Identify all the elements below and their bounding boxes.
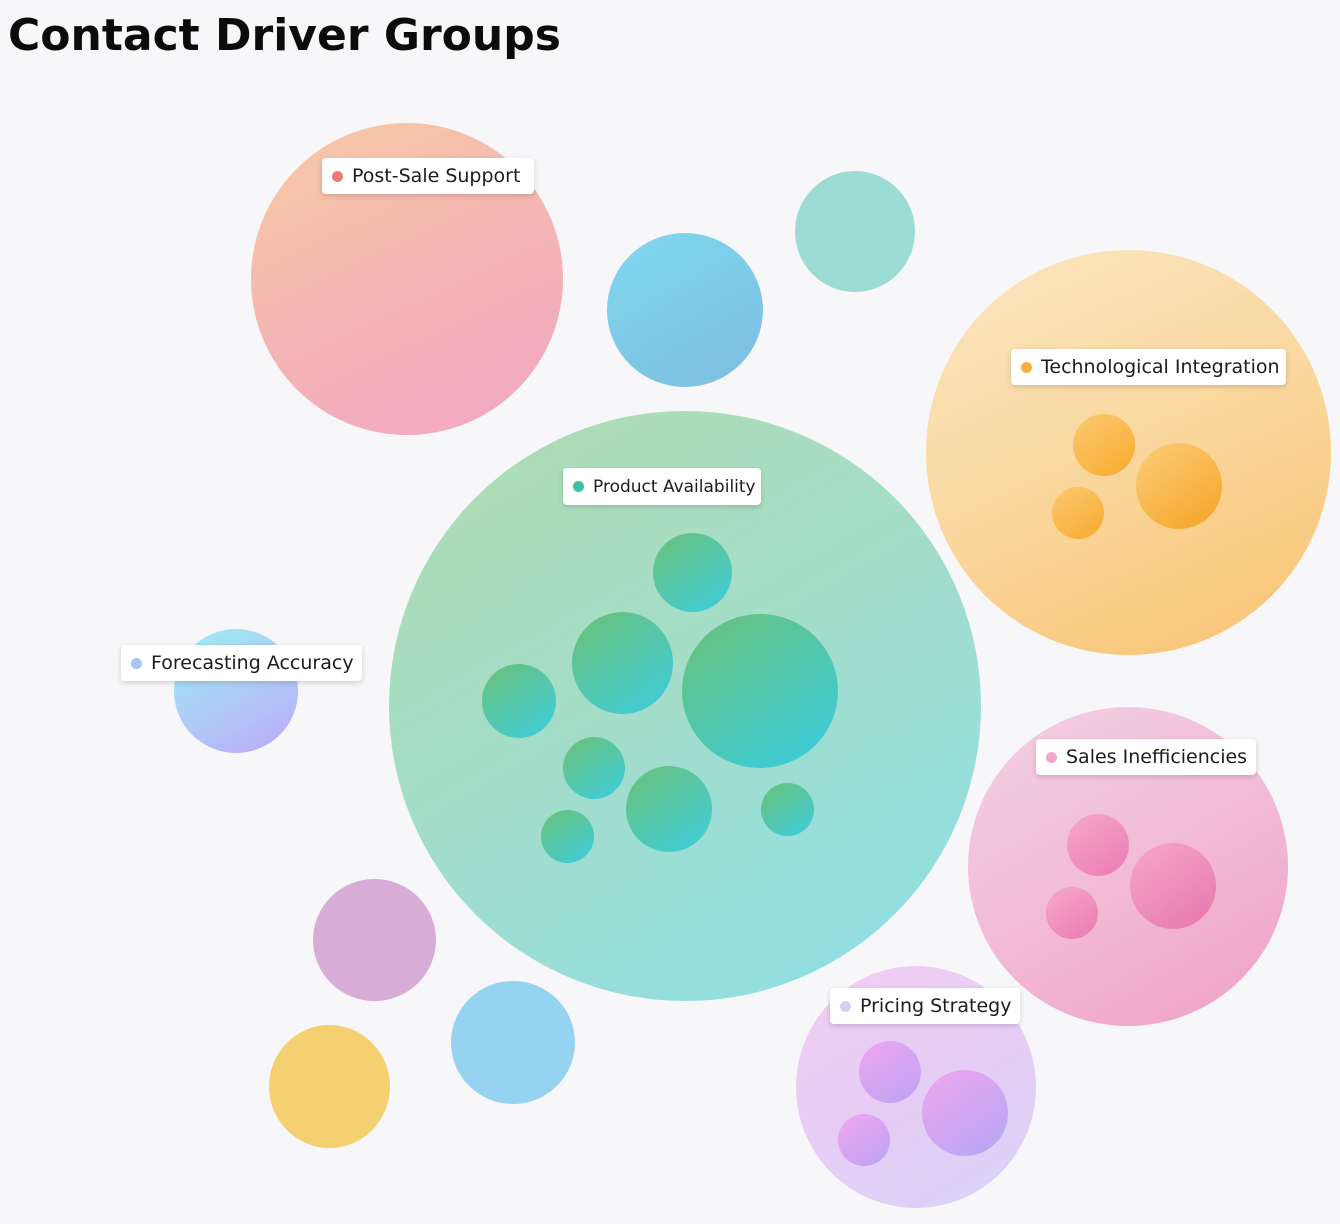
purple-bubble[interactable] (313, 879, 436, 1001)
group-label-text: Technological Integration (1041, 356, 1280, 378)
sales-inner-bubble[interactable] (1046, 887, 1098, 939)
group-label-text: Forecasting Accuracy (151, 652, 354, 674)
product-inner-bubble[interactable] (541, 810, 594, 863)
group-label-forecasting-accuracy[interactable]: Forecasting Accuracy (121, 645, 362, 681)
group-label-pricing-strategy[interactable]: Pricing Strategy (830, 988, 1020, 1024)
group-label-technological-integration[interactable]: Technological Integration (1011, 349, 1286, 385)
color-dot-icon (131, 657, 142, 669)
pricing-inner-bubble[interactable] (922, 1070, 1008, 1156)
color-dot-icon (840, 1000, 851, 1012)
product-inner-bubble[interactable] (653, 533, 732, 612)
group-label-post-sale-support[interactable]: Post-Sale Support (322, 158, 534, 194)
color-dot-icon (1046, 751, 1057, 763)
group-label-text: Sales Inefficiencies (1066, 746, 1248, 768)
color-dot-icon (332, 170, 343, 182)
pricing-inner-bubble[interactable] (838, 1114, 890, 1166)
yellow-bubble[interactable] (269, 1025, 390, 1148)
product-inner-bubble[interactable] (682, 614, 838, 768)
color-dot-icon (1021, 361, 1032, 373)
product-inner-bubble[interactable] (761, 783, 814, 836)
tech-inner-bubble[interactable] (1052, 487, 1104, 539)
tech-inner-bubble[interactable] (1073, 414, 1135, 476)
page-title: Contact Driver Groups (8, 10, 561, 61)
blue-bubble[interactable] (607, 233, 763, 387)
pricing-inner-bubble[interactable] (859, 1041, 921, 1103)
sales-inner-bubble[interactable] (1130, 843, 1216, 929)
product-inner-bubble[interactable] (563, 737, 625, 799)
teal-bubble[interactable] (795, 171, 915, 292)
group-label-text: Pricing Strategy (860, 995, 1012, 1017)
product-inner-bubble[interactable] (572, 612, 673, 714)
product-inner-bubble[interactable] (626, 766, 712, 852)
group-label-text: Post-Sale Support (352, 165, 521, 187)
color-dot-icon (573, 481, 584, 492)
group-label-sales-inefficiencies[interactable]: Sales Inefficiencies (1036, 739, 1256, 775)
group-label-text: Product Availability (593, 476, 756, 497)
sky-bubble[interactable] (451, 981, 575, 1104)
product-inner-bubble[interactable] (482, 664, 556, 738)
group-label-product-availability[interactable]: Product Availability (563, 468, 761, 505)
tech-inner-bubble[interactable] (1136, 443, 1222, 529)
sales-inner-bubble[interactable] (1067, 814, 1129, 876)
